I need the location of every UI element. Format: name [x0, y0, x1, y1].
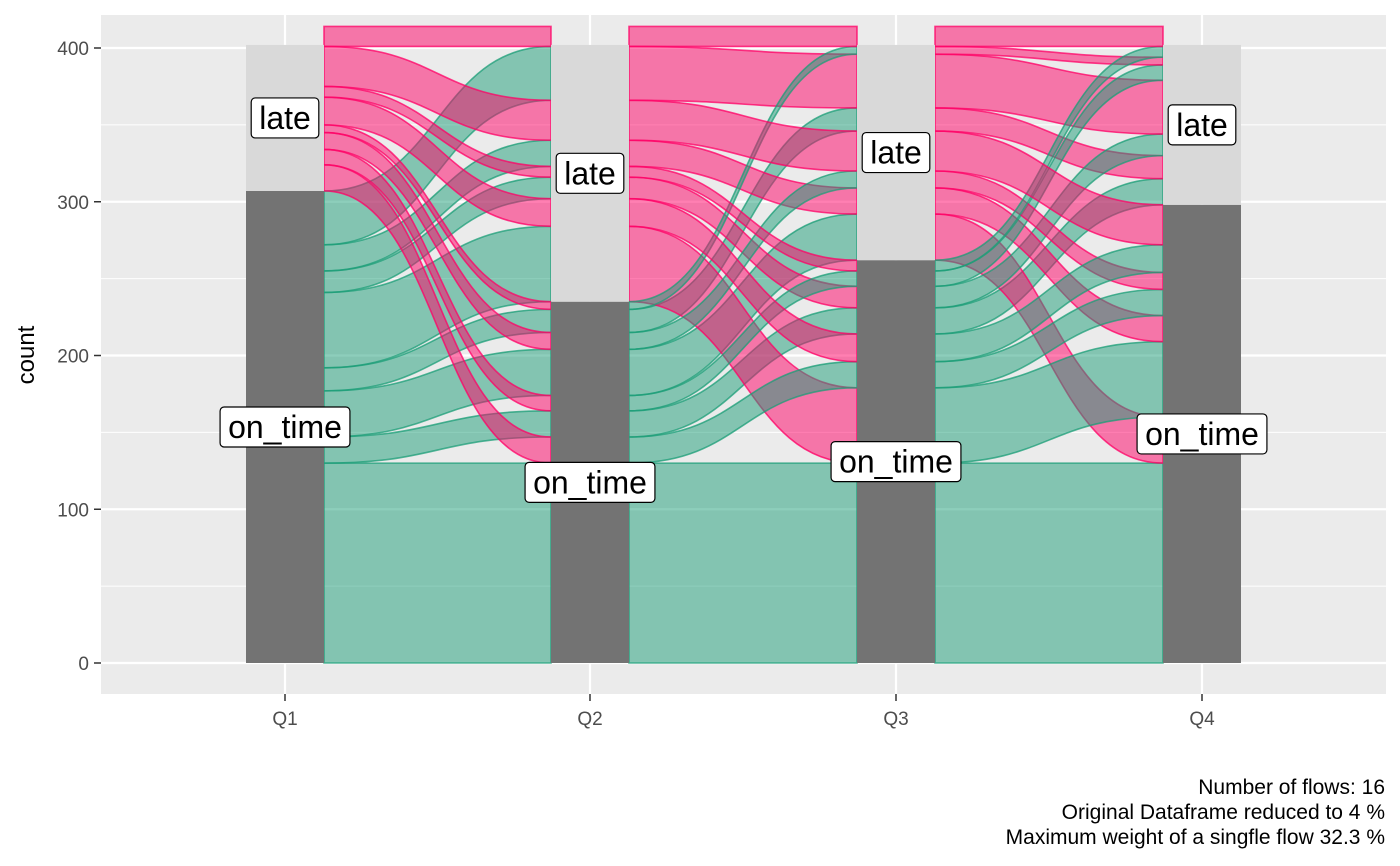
x-tick-label: Q1: [272, 709, 297, 730]
axes: 0 100 200 300 400 Q1 Q2 Q3 Q4: [57, 39, 1215, 730]
flow-band: [323, 25, 552, 48]
y-tick-label: 300: [57, 193, 89, 214]
y-tick-label: 200: [57, 347, 89, 368]
label-text: on_time: [1145, 416, 1259, 452]
label-box: [861, 131, 931, 174]
label-box: [830, 440, 962, 483]
label-text: late: [870, 135, 922, 171]
caption: Number of flows: 16 Original Dataframe r…: [1006, 776, 1385, 849]
y-tick-label: 400: [57, 39, 89, 60]
stratum-label-on-time: on_time: [830, 440, 962, 483]
label-text: late: [1176, 107, 1228, 143]
stratum-label-late: late: [250, 97, 320, 139]
stratum-label-on-time: on_time: [524, 461, 656, 503]
label-box: [1167, 104, 1237, 146]
flow-band: [628, 462, 858, 664]
caption-line-reduced: Original Dataframe reduced to 4 %: [1062, 801, 1385, 824]
label-box: [250, 97, 320, 139]
stratum-labels: late on_time late on_time late on_time late on_…: [219, 97, 1268, 503]
label-text: late: [564, 155, 616, 191]
y-tick-label: 0: [78, 654, 89, 675]
label-text: on_time: [839, 444, 953, 480]
label-box: [219, 406, 351, 448]
label-text: on_time: [228, 409, 342, 445]
x-tick-label: Q2: [577, 709, 602, 730]
y-tick-label: 100: [57, 500, 89, 521]
stratum-label-late: late: [1167, 104, 1237, 146]
label-box: [524, 461, 656, 503]
flow-band: [934, 462, 1164, 664]
caption-line-flows: Number of flows: 16: [1198, 776, 1385, 799]
x-tick-label: Q4: [1189, 709, 1215, 730]
stratum-label-late: late: [555, 152, 625, 194]
label-box: [555, 152, 625, 194]
x-tick-label: Q3: [883, 709, 908, 730]
caption-line-max-weight: Maximum weight of a singfle flow 32.3 %: [1006, 826, 1385, 849]
flow-band: [323, 462, 552, 664]
flow-band: [628, 25, 858, 48]
stratum-label-on-time: on_time: [219, 406, 351, 448]
flows: [323, 25, 1164, 664]
stratum-label-on-time: on_time: [1136, 413, 1268, 455]
label-box: [1136, 413, 1268, 455]
label-text: late: [259, 100, 311, 136]
label-text: on_time: [533, 464, 647, 500]
stratum-label-late: late: [861, 131, 931, 174]
y-axis-title: count: [13, 325, 40, 384]
flow-band: [934, 25, 1164, 48]
